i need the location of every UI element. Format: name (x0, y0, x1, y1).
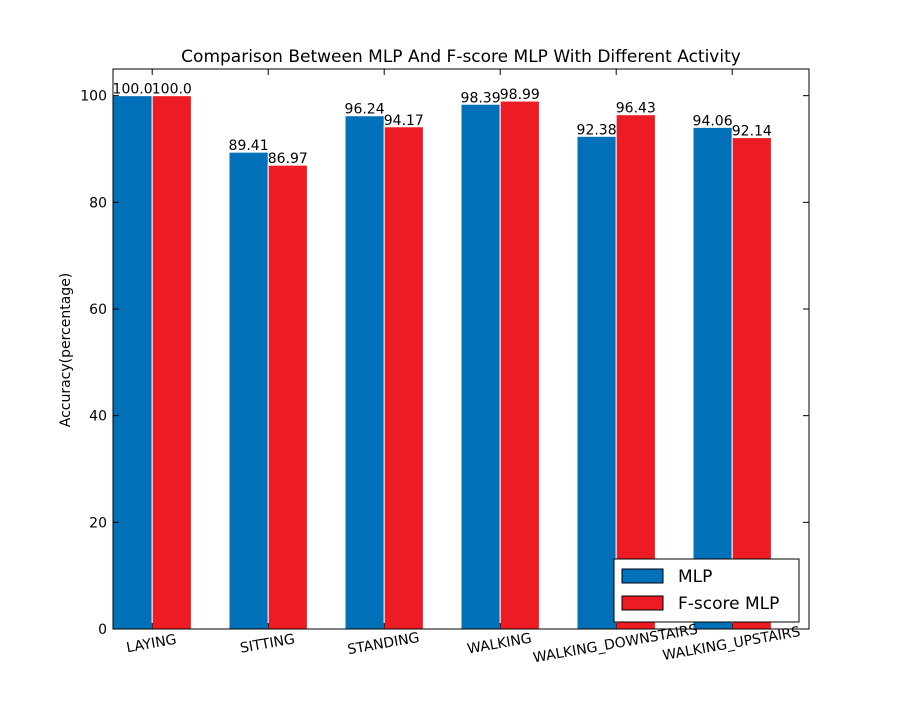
bar-value-label: 96.43 (616, 101, 656, 117)
bar-value-label: 92.38 (577, 122, 617, 138)
bar-mlp-standing (344, 115, 385, 630)
bar-mlp-walking (460, 103, 501, 630)
legend-swatch (621, 595, 664, 611)
bar-fscore-mlp-sitting (267, 164, 308, 630)
y-axis-label: Accuracy(percentage) (58, 273, 74, 428)
bar-value-label: 92.14 (732, 124, 772, 140)
legend: MLP F-score MLP (613, 558, 800, 623)
bar-value-label: 94.17 (384, 113, 424, 129)
y-tick-label: 100 (80, 89, 107, 105)
chart-title: Comparison Between MLP And F-score MLP W… (181, 47, 741, 67)
bar-value-label: 89.41 (229, 138, 269, 154)
bar-mlp-sitting (228, 151, 269, 630)
bars-layer (112, 95, 772, 630)
legend-swatch (621, 568, 664, 584)
bar-mlp-walking-upstairs (692, 126, 733, 630)
y-tick-label: 20 (89, 515, 107, 531)
y-tick-label: 0 (98, 622, 107, 638)
bar-value-label: 86.97 (268, 151, 308, 167)
bar-fscore-mlp-laying (151, 95, 192, 630)
legend-label: MLP (678, 567, 712, 587)
y-tick-label: 40 (89, 409, 107, 425)
bar-fscore-mlp-walking (499, 100, 540, 630)
bar-mlp-laying (112, 95, 153, 630)
bar-value-label: 98.99 (500, 87, 540, 103)
plot-area-frame (112, 68, 810, 630)
bar-fscore-mlp-walking-upstairs (731, 137, 772, 630)
bar-value-label: 98.39 (461, 90, 501, 106)
bar-value-label: 100.0 (113, 82, 153, 98)
bar-value-label: 94.06 (693, 113, 733, 129)
bar-value-label: 96.24 (345, 102, 385, 118)
bar-fscore-mlp-standing (383, 126, 424, 630)
data-labels-layer: 100.0 89.41 96.24 98.39 92.38 94.06 100.0 86.97… (113, 82, 772, 167)
legend-label: F-score MLP (678, 594, 779, 614)
bar-fscore-mlp-walking-downstairs (615, 114, 656, 630)
bar-value-label: 100.0 (152, 82, 192, 98)
y-tick-label: 60 (89, 302, 107, 318)
y-tick-label: 80 (89, 195, 107, 211)
bar-mlp-walking-downstairs (576, 135, 617, 630)
